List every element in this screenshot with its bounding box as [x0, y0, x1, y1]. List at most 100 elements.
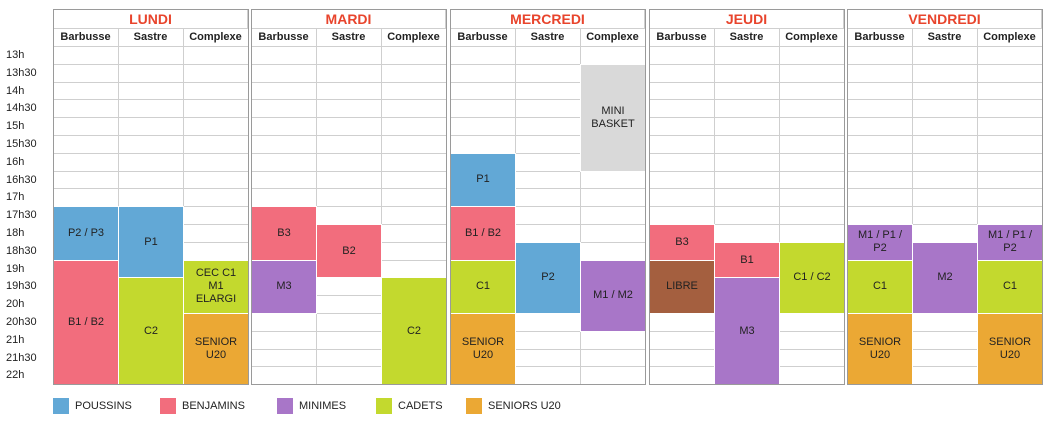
time-slot[interactable]: [183, 117, 249, 136]
time-slot[interactable]: [251, 135, 317, 154]
session-block[interactable]: SENIOR U20: [977, 313, 1043, 386]
time-slot[interactable]: [649, 313, 715, 332]
session-block[interactable]: SENIOR U20: [847, 313, 913, 386]
session-block[interactable]: B1 / B2: [450, 206, 516, 261]
time-slot[interactable]: [515, 81, 581, 101]
time-slot[interactable]: [714, 224, 780, 243]
time-slot[interactable]: [53, 81, 119, 101]
time-slot[interactable]: [912, 63, 978, 83]
session-block[interactable]: SENIOR U20: [183, 313, 249, 386]
time-slot[interactable]: [912, 135, 978, 154]
time-slot[interactable]: [977, 46, 1043, 65]
time-slot[interactable]: [53, 188, 119, 208]
time-slot[interactable]: [912, 206, 978, 225]
time-slot[interactable]: [649, 188, 715, 208]
time-slot[interactable]: [714, 81, 780, 101]
session-block[interactable]: C1 / C2: [779, 241, 845, 314]
time-slot[interactable]: [847, 99, 913, 119]
time-slot[interactable]: [649, 152, 715, 172]
time-slot[interactable]: [912, 313, 978, 332]
time-slot[interactable]: [316, 366, 382, 386]
time-slot[interactable]: [316, 99, 382, 119]
session-block[interactable]: CEC C1 M1 ELARGI: [183, 259, 249, 314]
time-slot[interactable]: [450, 81, 516, 101]
time-slot[interactable]: [912, 152, 978, 172]
time-slot[interactable]: [977, 117, 1043, 136]
time-slot[interactable]: [649, 348, 715, 368]
time-slot[interactable]: [977, 170, 1043, 190]
session-block[interactable]: B3: [251, 206, 317, 261]
time-slot[interactable]: [977, 188, 1043, 208]
time-slot[interactable]: [515, 188, 581, 208]
time-slot[interactable]: [118, 170, 184, 190]
time-slot[interactable]: [779, 152, 845, 172]
time-slot[interactable]: [251, 99, 317, 119]
time-slot[interactable]: [515, 348, 581, 368]
time-slot[interactable]: [381, 206, 447, 225]
time-slot[interactable]: [580, 206, 646, 225]
session-block[interactable]: MINI BASKET: [580, 63, 646, 172]
session-block[interactable]: C2: [381, 277, 447, 386]
time-slot[interactable]: [316, 188, 382, 208]
session-block[interactable]: P2: [515, 241, 581, 314]
time-slot[interactable]: [649, 63, 715, 83]
session-block[interactable]: C1: [847, 259, 913, 314]
time-slot[interactable]: [580, 170, 646, 190]
time-slot[interactable]: [251, 170, 317, 190]
time-slot[interactable]: [53, 63, 119, 83]
time-slot[interactable]: [316, 135, 382, 154]
time-slot[interactable]: [779, 63, 845, 83]
time-slot[interactable]: [183, 99, 249, 119]
session-block[interactable]: M1 / M2: [580, 259, 646, 332]
time-slot[interactable]: [251, 117, 317, 136]
time-slot[interactable]: [912, 188, 978, 208]
time-slot[interactable]: [977, 152, 1043, 172]
time-slot[interactable]: [714, 152, 780, 172]
time-slot[interactable]: [251, 313, 317, 332]
time-slot[interactable]: [649, 117, 715, 136]
time-slot[interactable]: [515, 313, 581, 332]
time-slot[interactable]: [714, 99, 780, 119]
time-slot[interactable]: [515, 152, 581, 172]
time-slot[interactable]: [977, 135, 1043, 154]
time-slot[interactable]: [183, 46, 249, 65]
time-slot[interactable]: [779, 135, 845, 154]
time-slot[interactable]: [714, 46, 780, 65]
time-slot[interactable]: [381, 46, 447, 65]
time-slot[interactable]: [912, 366, 978, 386]
time-slot[interactable]: [977, 99, 1043, 119]
time-slot[interactable]: [450, 135, 516, 154]
session-block[interactable]: C1: [977, 259, 1043, 314]
time-slot[interactable]: [316, 81, 382, 101]
session-block[interactable]: B2: [316, 224, 382, 279]
session-block[interactable]: M3: [714, 277, 780, 386]
time-slot[interactable]: [847, 188, 913, 208]
time-slot[interactable]: [450, 117, 516, 136]
time-slot[interactable]: [316, 63, 382, 83]
time-slot[interactable]: [649, 46, 715, 65]
time-slot[interactable]: [649, 99, 715, 119]
time-slot[interactable]: [912, 117, 978, 136]
session-block[interactable]: C2: [118, 277, 184, 386]
time-slot[interactable]: [779, 348, 845, 368]
time-slot[interactable]: [649, 170, 715, 190]
time-slot[interactable]: [580, 241, 646, 261]
time-slot[interactable]: [251, 152, 317, 172]
time-slot[interactable]: [912, 224, 978, 243]
session-block[interactable]: B1 / B2: [53, 259, 119, 386]
time-slot[interactable]: [580, 366, 646, 386]
time-slot[interactable]: [251, 330, 317, 350]
time-slot[interactable]: [381, 188, 447, 208]
time-slot[interactable]: [316, 46, 382, 65]
time-slot[interactable]: [316, 277, 382, 297]
time-slot[interactable]: [515, 224, 581, 243]
time-slot[interactable]: [580, 188, 646, 208]
time-slot[interactable]: [53, 46, 119, 65]
time-slot[interactable]: [515, 63, 581, 83]
time-slot[interactable]: [251, 366, 317, 386]
time-slot[interactable]: [381, 259, 447, 279]
time-slot[interactable]: [649, 330, 715, 350]
time-slot[interactable]: [649, 135, 715, 154]
session-block[interactable]: C1: [450, 259, 516, 314]
time-slot[interactable]: [580, 348, 646, 368]
